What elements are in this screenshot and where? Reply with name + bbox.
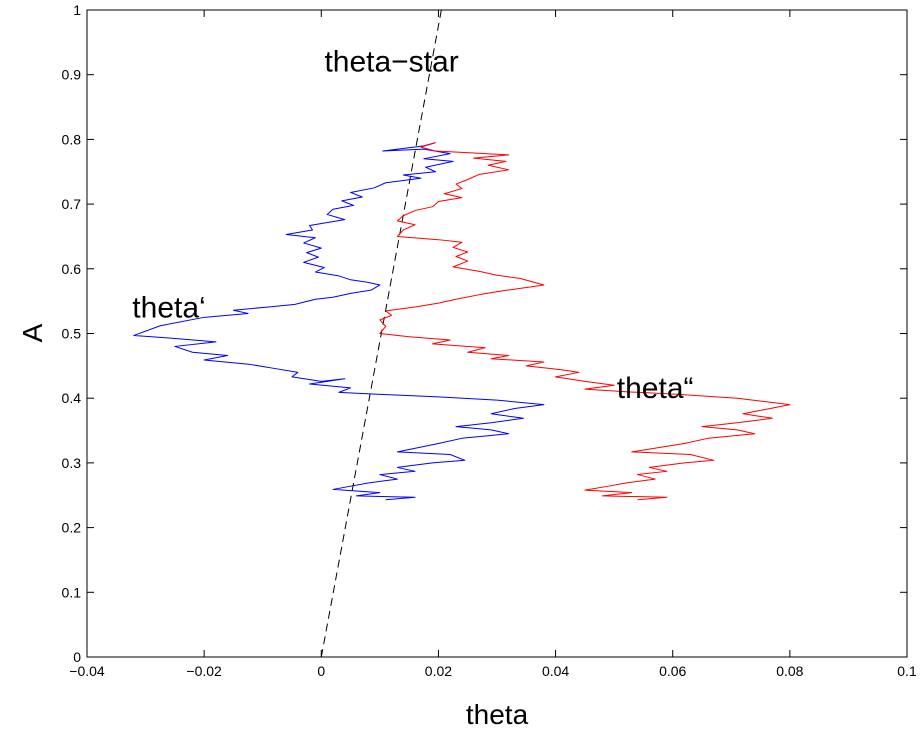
series-layer xyxy=(133,9,791,658)
series-line-1 xyxy=(133,142,545,501)
series-line-2 xyxy=(379,142,791,501)
x-tick-label: 0.02 xyxy=(425,663,452,679)
y-tick-label: 0 xyxy=(73,649,81,665)
x-tick-label: 0.06 xyxy=(659,663,686,679)
x-tick-label: 0.04 xyxy=(542,663,569,679)
annotation-layer: theta−star theta‘ theta“ xyxy=(132,45,693,405)
y-tick-label: 0.9 xyxy=(62,67,82,83)
plot-frame xyxy=(86,9,908,658)
x-tick-label: 0.1 xyxy=(897,663,917,679)
y-tick-label: 0.5 xyxy=(62,326,82,342)
y-tick-label: 0.8 xyxy=(62,131,82,147)
ticks: −0.04 −0.02 0 0.02 0.04 0.06 0.08 0.1 0 0.1 0.2 0.3… xyxy=(62,2,917,679)
y-tick-label: 0.7 xyxy=(62,196,82,212)
y-tick-label: 1 xyxy=(73,2,81,18)
y-tick-label: 0.1 xyxy=(62,584,82,600)
x-tick-label: 0 xyxy=(317,663,325,679)
y-axis-label: A xyxy=(17,323,48,342)
y-tick-label: 0.2 xyxy=(62,520,82,536)
y-tick-label: 0.3 xyxy=(62,455,82,471)
x-tick-label: 0.08 xyxy=(776,663,803,679)
y-tick-label: 0.4 xyxy=(62,390,82,406)
annotation-label: theta−star xyxy=(324,45,458,78)
x-axis-label: theta xyxy=(466,699,529,730)
y-tick-label: 0.6 xyxy=(62,261,82,277)
annotation-label: theta“ xyxy=(617,372,694,405)
annotation-label: theta‘ xyxy=(132,291,205,324)
x-tick-label: −0.04 xyxy=(69,663,105,679)
x-tick-label: −0.02 xyxy=(186,663,222,679)
